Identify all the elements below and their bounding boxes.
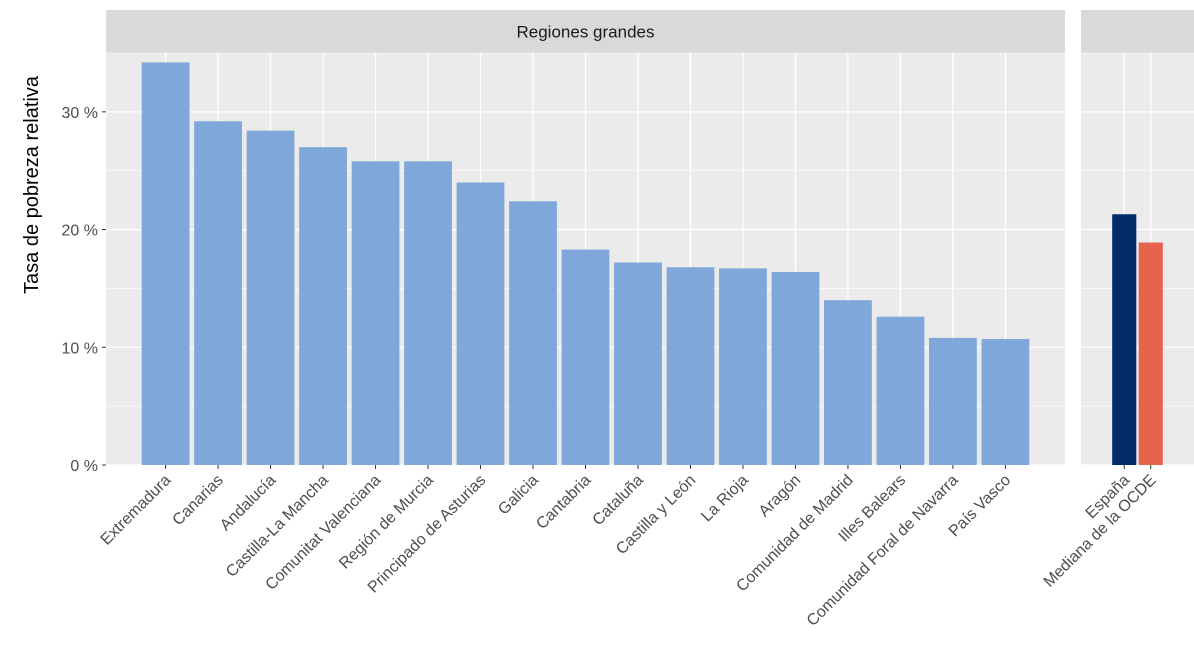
bar-castilla-la-mancha [299, 147, 347, 465]
x-tick-label: Galicia [495, 472, 542, 519]
y-tick-label: 30 % [62, 105, 98, 122]
panel-strip [106, 10, 1065, 53]
y-tick-label: 10 % [62, 340, 98, 357]
bar-cantabria [561, 249, 610, 465]
bar-comunidad-de-madrid [824, 300, 872, 465]
bar-illes-balears [876, 316, 925, 465]
bar-castilla-y-le-n [666, 267, 715, 465]
panel-strip-label: Regiones grandes [517, 23, 655, 42]
y-tick-label: 20 % [62, 223, 98, 240]
bar-canarias [194, 121, 242, 465]
y-tick-label: 0 % [70, 458, 98, 475]
bar-mediana-de-la-ocde [1138, 242, 1163, 465]
bar-andaluc-a [246, 130, 295, 466]
x-tick-label: Región de Murcia [336, 472, 437, 573]
bar-pa-s-vasco [981, 339, 1030, 465]
x-tick-label: Mediana de la OCDE [1041, 472, 1160, 591]
panel-strip [1081, 10, 1194, 53]
x-tick-label: La Rioja [698, 472, 752, 526]
panel-background [1081, 53, 1194, 465]
bar-principado-de-asturias [456, 182, 505, 465]
x-tick-label: Aragón [756, 472, 805, 521]
bar-catalu-a [614, 262, 662, 465]
x-tick-label: Extremadura [98, 472, 175, 549]
y-axis-title: Tasa de pobreza relativa [21, 75, 43, 294]
x-tick-label: Castilla-La Mancha [223, 472, 332, 581]
bar-espa-a [1112, 214, 1137, 465]
bar-galicia [509, 201, 557, 465]
panel-1: Regiones grandesExtremaduraCanariasAndal… [98, 10, 1065, 630]
y-axis: 0 % 10 % 20 % 30 % [62, 105, 106, 475]
bar-arag-n [771, 271, 820, 465]
panels: Regiones grandesExtremaduraCanariasAndal… [98, 10, 1194, 630]
bar-extremadura [141, 62, 190, 465]
bar-comunitat-valenciana [351, 161, 400, 465]
bar-la-rioja [719, 268, 767, 465]
bar-comunidad-foral-de-navarra [929, 337, 977, 465]
x-tick-label: Cantabria [533, 472, 594, 533]
bar-regi-n-de-murcia [404, 161, 452, 465]
